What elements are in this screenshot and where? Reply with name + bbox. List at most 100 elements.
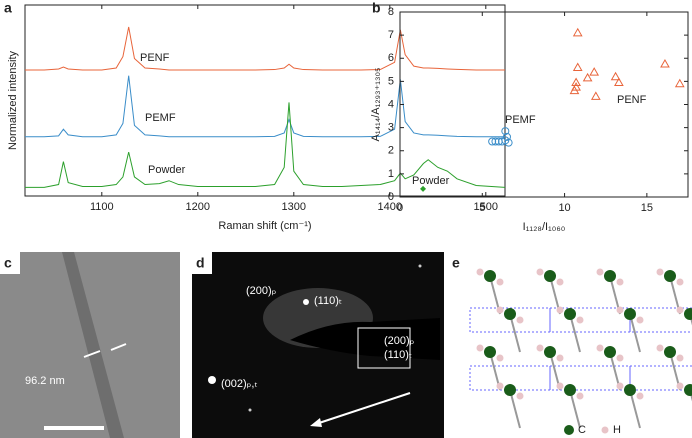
hydrogen: [476, 268, 484, 276]
carbon: [604, 346, 616, 358]
carbon: [684, 384, 692, 396]
spot: [418, 264, 422, 268]
x-tick-label: 5: [479, 202, 485, 214]
carbon: [684, 308, 692, 320]
carbon: [544, 270, 556, 282]
hydrogen: [516, 392, 524, 400]
y-tick-label: 8: [388, 6, 394, 18]
carbon: [604, 270, 616, 282]
y-axis-label: A₁₄₁₄/A₁₂₉₃₊₁₃₀₅: [370, 68, 382, 142]
point: [614, 77, 624, 87]
hydrogen: [496, 354, 504, 362]
hydrogen: [636, 316, 644, 324]
bond: [629, 313, 641, 353]
x-axis-label: I₁₁₂₈/I₁₀₆₀: [523, 221, 566, 233]
panel-letter: c: [4, 255, 12, 271]
hydrogen: [576, 316, 584, 324]
panel-letter: b: [372, 0, 381, 16]
hydrogen: [476, 344, 484, 352]
letter-box: [192, 252, 212, 274]
arrowhead: [310, 418, 322, 427]
x-tick-label: 15: [641, 202, 653, 214]
x-tick-label: 0: [397, 202, 403, 214]
hydrogen: [676, 354, 684, 362]
hydrogen: [516, 316, 524, 324]
inset-label: (110)ₜ: [384, 349, 412, 361]
carbon: [484, 346, 496, 358]
spot: [248, 408, 252, 412]
hydrogen: [576, 392, 584, 400]
point: [660, 59, 670, 68]
spectrum: [25, 102, 506, 188]
hydrogen: [596, 268, 604, 276]
point: [504, 138, 513, 147]
carbon: [624, 384, 636, 396]
point: [572, 27, 583, 37]
hydrogen: [556, 306, 564, 314]
series-label: PEMF: [505, 114, 536, 126]
atom-label: C: [578, 424, 586, 436]
point: [610, 71, 621, 81]
point: [590, 91, 601, 100]
hydrogen: [676, 278, 684, 286]
y-tick-label: 5: [388, 75, 394, 87]
series-label: Powder: [412, 175, 450, 187]
atom-label: H: [613, 424, 621, 436]
hydrogen: [556, 354, 564, 362]
inset: [357, 327, 411, 369]
inset-label: (200)ₚ: [384, 335, 415, 347]
hydrogen: [496, 382, 504, 390]
x-tick-label: 1400: [378, 201, 402, 213]
x-tick-label: 1300: [282, 201, 306, 213]
carbon: [624, 308, 636, 320]
unit-cell: [629, 365, 692, 391]
point: [571, 82, 581, 91]
point: [571, 77, 581, 87]
carbon: [504, 308, 516, 320]
carbon: [484, 270, 496, 282]
hydrogen: [536, 344, 544, 352]
arrow: [110, 343, 127, 351]
spot: [303, 299, 309, 305]
carbon: [544, 346, 556, 358]
width-label: 96.2 nm: [25, 375, 65, 387]
point: [420, 185, 427, 192]
hydrogen: [616, 354, 624, 362]
carbon: [664, 346, 676, 358]
carbon: [564, 308, 576, 320]
point: [501, 127, 510, 136]
y-tick-label: 0: [388, 191, 394, 203]
hydrogen: [596, 344, 604, 352]
hydrogen: [496, 278, 504, 286]
point: [674, 78, 685, 88]
point: [589, 67, 600, 76]
y-tick-label: 3: [388, 122, 394, 134]
hydrogen: [556, 278, 564, 286]
point: [502, 132, 511, 141]
legend-atom: [601, 426, 609, 434]
hydrogen: [496, 306, 504, 314]
spot-label: (002)ₚ,ₜ: [221, 378, 258, 390]
spot-label: (200)ₚ: [246, 285, 277, 297]
y-tick-label: 1: [388, 168, 394, 180]
spectrum: [25, 75, 505, 138]
hydrogen: [556, 382, 564, 390]
series-label: PENF: [140, 52, 170, 64]
arrow: [315, 392, 411, 425]
x-axis-label: Raman shift (cm⁻¹): [218, 220, 311, 232]
spot: [208, 376, 216, 384]
series-label: PEMF: [145, 112, 176, 124]
hydrogen: [676, 382, 684, 390]
point: [572, 62, 583, 71]
panel-letter: a: [4, 0, 12, 16]
x-tick-label: 1500: [474, 201, 498, 213]
bond: [509, 313, 521, 353]
x-tick-label: 10: [558, 202, 570, 214]
hydrogen: [656, 268, 664, 276]
carbon: [664, 270, 676, 282]
spot-label: (110)ₜ: [314, 295, 342, 307]
spectrum: [25, 26, 505, 71]
hydrogen: [536, 268, 544, 276]
hydrogen: [676, 306, 684, 314]
bond: [629, 389, 641, 429]
